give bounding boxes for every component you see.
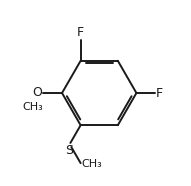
Text: O: O [33,86,42,99]
Text: F: F [77,26,84,39]
Text: S: S [66,144,74,157]
Text: CH₃: CH₃ [82,159,102,169]
Text: F: F [156,86,163,100]
Text: CH₃: CH₃ [23,102,44,112]
